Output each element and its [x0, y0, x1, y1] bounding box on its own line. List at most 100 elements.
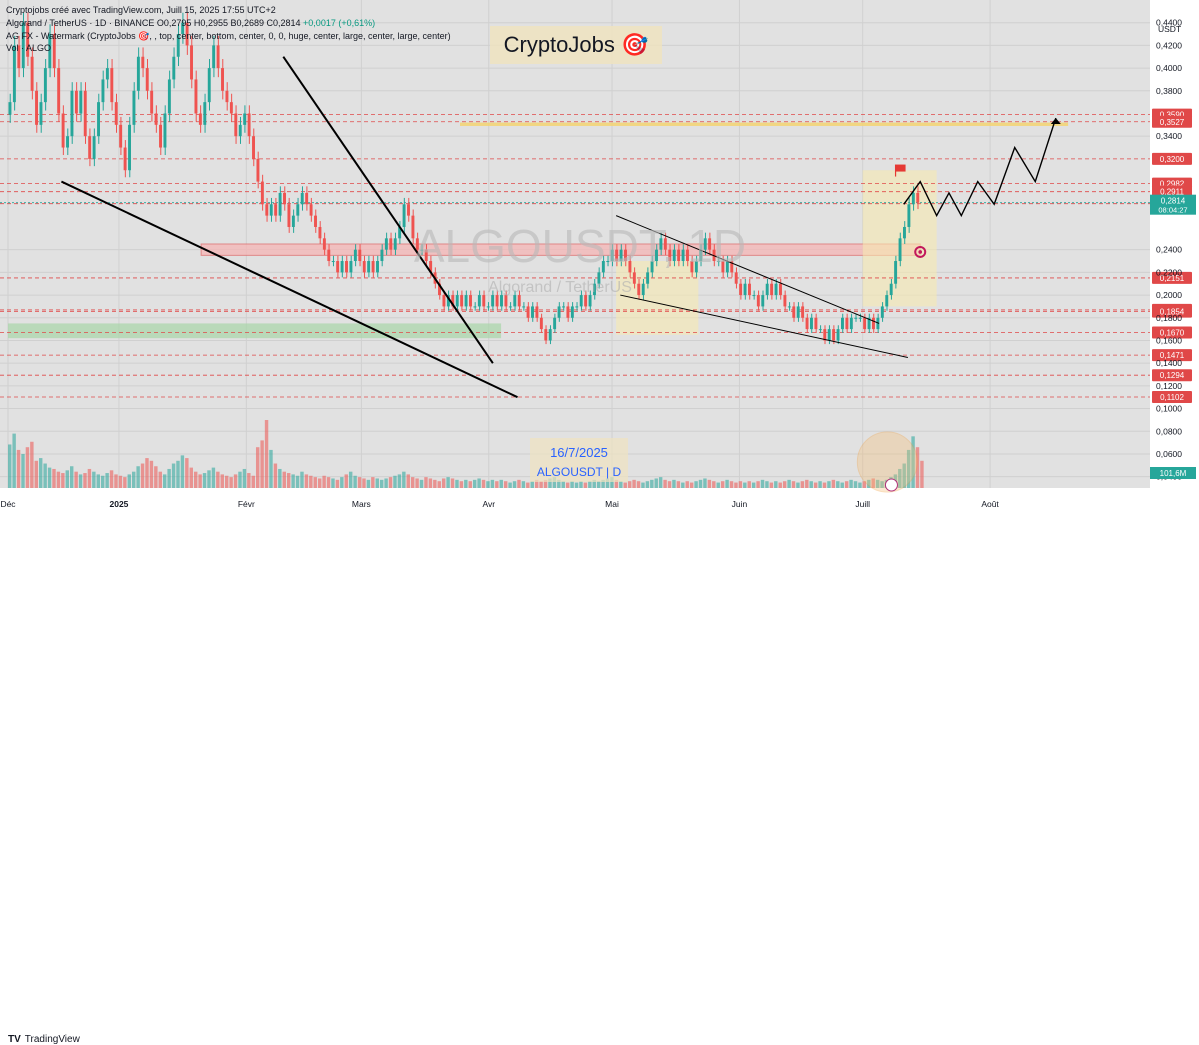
level-price-tag[interactable] [1152, 326, 1192, 339]
currency-label[interactable]: USDT [1158, 24, 1181, 34]
projection-path[interactable] [903, 117, 1057, 218]
date-box-date: 16/7/2025 [550, 445, 608, 460]
time-axis[interactable]: Déc 2025 Févr Mars Avr Mai Juin Juill Août [0, 499, 999, 509]
countdown-label: 08:04:27 [1158, 206, 1187, 215]
volume-bar [25, 447, 30, 488]
channel-upper-trendline[interactable] [615, 215, 880, 324]
candle-body [597, 272, 601, 284]
candle-body [57, 68, 61, 114]
volume-bar [291, 474, 295, 488]
volume-bar [787, 479, 791, 488]
volume-bar [393, 475, 397, 488]
candle-body [136, 56, 140, 91]
candle-body [221, 68, 224, 91]
header-indicator[interactable]: AG FX - Watermark (CryptoJobs 🎯, , top, … [6, 31, 451, 41]
volume-bar [366, 479, 371, 488]
volume-bar [304, 474, 309, 488]
level-price-label: 0,3527 [1160, 118, 1185, 127]
volume-bar [636, 481, 641, 488]
volume-bar [645, 481, 650, 488]
candle-body [601, 261, 605, 273]
candle-body [167, 79, 171, 114]
volume-bar [716, 482, 720, 488]
volume-bar [109, 470, 114, 488]
lightning-icon[interactable] [884, 478, 898, 492]
candle-body [172, 56, 176, 80]
candle-body [30, 56, 34, 91]
level-price-tag[interactable] [1152, 390, 1192, 403]
candle-body [845, 317, 849, 330]
volume-bar [778, 482, 782, 488]
level-price-tag[interactable] [1152, 369, 1192, 382]
volume-bar [920, 460, 924, 488]
candle-body [429, 261, 433, 273]
level-price-tag[interactable] [1152, 305, 1192, 318]
falling-wedge-upper-trendline[interactable] [282, 56, 494, 364]
candle-body [894, 261, 898, 284]
candle-body [21, 22, 25, 69]
candle-body [101, 79, 105, 103]
level-price-tag[interactable] [1152, 185, 1192, 198]
volume-bar [720, 481, 725, 488]
level-price-tag[interactable] [1152, 115, 1192, 128]
price-tick-label: 0,3800 [1156, 86, 1182, 96]
volume-bar [694, 481, 698, 488]
candle-body [345, 261, 348, 273]
candle-body [889, 283, 893, 296]
volume-bar [43, 463, 47, 488]
volume-bar [844, 481, 849, 488]
candle-body [637, 283, 641, 296]
falling-wedge-lower-trendline[interactable] [60, 180, 518, 399]
volume-bar [902, 463, 906, 488]
volume-bar [707, 479, 712, 488]
header-symbol[interactable]: Algorand / TetherUS · 1D · BINANCE [6, 18, 155, 28]
candle-body [646, 272, 650, 284]
current-price-tag[interactable] [1150, 194, 1196, 215]
candle-body [349, 261, 353, 273]
candle-body [207, 68, 211, 103]
level-price-label: 0,2151 [1160, 274, 1185, 283]
candle-body [898, 238, 902, 262]
candle-body [411, 215, 415, 239]
candle-body [562, 306, 565, 308]
volume-bar [543, 479, 548, 488]
volume-bar [791, 481, 796, 488]
candle-body [442, 295, 446, 307]
header-volume[interactable]: Vol · ALGO [6, 43, 52, 53]
volume-bar [898, 468, 902, 488]
level-price-tag[interactable] [1152, 152, 1192, 165]
volume-bar [8, 444, 12, 488]
volume-bar [729, 481, 734, 488]
volume-bar [238, 471, 242, 488]
flag-icon[interactable] [895, 164, 906, 172]
trendline-drawings[interactable]: CryptoJobs 🎯 ALGOUSDT, 1D Algorand / Tethe… [60, 26, 1061, 493]
level-price-tag[interactable] [1152, 271, 1192, 284]
level-price-tag[interactable] [1152, 349, 1192, 362]
volume-value-tag[interactable] [1150, 467, 1196, 479]
volume-bar [406, 474, 410, 488]
channel-lower-trendline[interactable] [620, 294, 908, 358]
volume-bar [331, 478, 335, 488]
tradingview-logo[interactable]: TV TradingView [8, 1034, 80, 1045]
volume-bar [712, 481, 716, 488]
volume-bar [800, 481, 805, 488]
volume-bar [282, 471, 286, 488]
candle-body [451, 295, 455, 307]
candle-body [92, 136, 96, 159]
volume-bar [428, 478, 433, 488]
candle-body [185, 22, 189, 46]
candle-body [911, 192, 915, 205]
volume-bar [419, 479, 424, 488]
price-axis[interactable]: 0,4400 0,4200 0,4000 0,3800 0,3400 0,2400 0,22… [1150, 18, 1196, 482]
candle-body [8, 102, 12, 115]
date-box-pair: ALGOUSDT | D [537, 465, 622, 479]
volume-bar [853, 481, 858, 488]
target-marker-icon[interactable] [914, 245, 927, 258]
price-chart[interactable]: 0,35900,35270,32000,29820,29110,28050,21… [0, 0, 1199, 536]
candle-body [123, 147, 127, 171]
volume-bar [313, 477, 317, 488]
candle-body [438, 283, 441, 296]
candle-body [274, 204, 278, 216]
volume-bar [162, 474, 167, 488]
